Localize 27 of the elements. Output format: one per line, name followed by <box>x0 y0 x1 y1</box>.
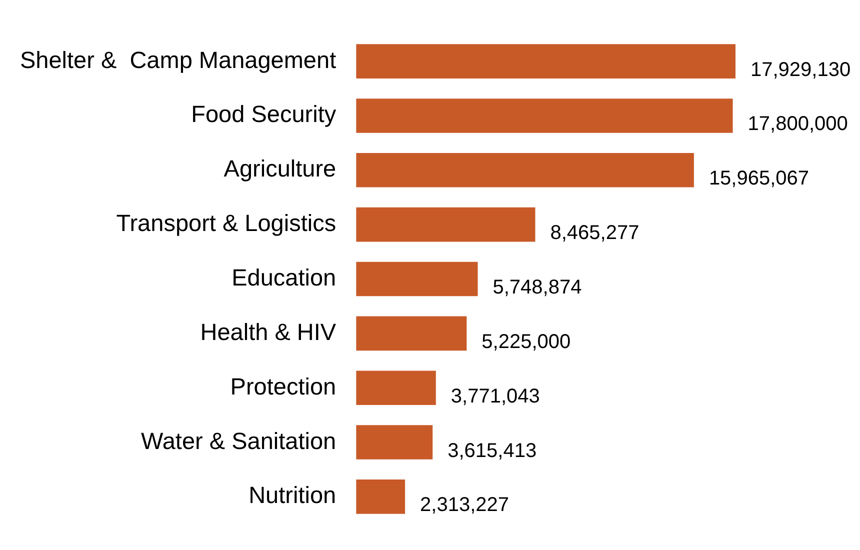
y-tick-label: Health & HIV <box>200 318 336 345</box>
data-label: 5,225,000 <box>482 330 571 353</box>
bar <box>356 207 536 242</box>
data-label: 2,313,227 <box>420 494 510 516</box>
bar <box>356 153 694 188</box>
bar <box>356 425 433 460</box>
y-tick-label: Nutrition <box>248 482 336 508</box>
data-label: 17,800,000 <box>748 113 848 136</box>
data-label: 5,748,874 <box>492 276 582 299</box>
bar <box>356 370 436 405</box>
data-label: 3,771,043 <box>450 385 540 408</box>
y-tick-label: Shelter & Camp Management <box>20 46 337 73</box>
bar <box>356 316 467 351</box>
data-label: 15,965,067 <box>708 168 810 190</box>
bar <box>356 480 406 514</box>
y-tick-label: Food Security <box>191 101 336 128</box>
y-tick-label: Education <box>232 264 336 290</box>
data-label: 3,615,413 <box>448 440 537 462</box>
y-tick-label: Protection <box>230 373 336 400</box>
data-label: 17,929,130 <box>750 58 851 81</box>
bar <box>356 98 733 133</box>
data-label: 8,465,277 <box>550 222 640 244</box>
y-tick-label: Water & Sanitation <box>141 428 336 454</box>
y-tick-label: Agriculture <box>224 156 336 182</box>
y-tick-label: Transport & Logistics <box>116 210 336 236</box>
bar <box>356 44 736 78</box>
bar <box>356 262 478 296</box>
